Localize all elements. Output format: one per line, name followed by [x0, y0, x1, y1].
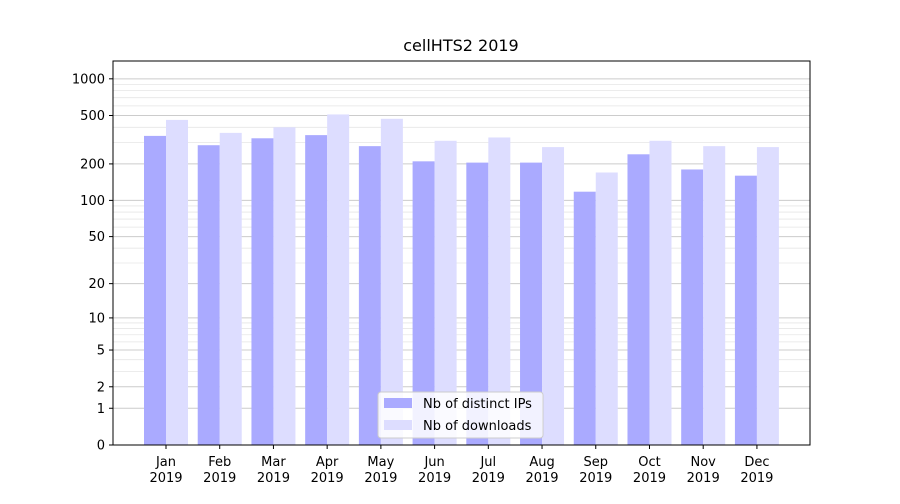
- bar: [219, 132, 242, 445]
- bar: [542, 147, 565, 445]
- legend-swatch: [384, 398, 412, 408]
- bar: [412, 161, 435, 446]
- y-tick-label: 2: [97, 380, 105, 395]
- x-tick-year: 2019: [149, 471, 182, 486]
- y-tick-label: 500: [80, 109, 105, 124]
- bar: [273, 127, 296, 446]
- bar: [144, 135, 166, 445]
- bar: [734, 175, 757, 445]
- bar: [627, 154, 650, 446]
- x-tick-month: Aug: [529, 455, 554, 470]
- x-tick-label: Jun 2019: [418, 455, 451, 486]
- bar: [380, 118, 403, 445]
- bar: [649, 140, 672, 445]
- plot-frame: [112, 60, 811, 446]
- bar: [681, 169, 704, 445]
- legend-label: Nb of distinct IPs: [423, 397, 532, 412]
- x-tick-month: Oct: [638, 455, 660, 470]
- x-tick-year: 2019: [418, 471, 451, 486]
- x-tick-month: Feb: [208, 455, 231, 470]
- bar: [197, 145, 220, 445]
- x-tick-label: Oct 2019: [633, 455, 666, 486]
- x-tick-year: 2019: [203, 471, 236, 486]
- x-tick-month: Mar: [261, 455, 286, 470]
- x-tick-year: 2019: [633, 471, 666, 486]
- bar: [358, 146, 381, 445]
- x-tick-label: Mar 2019: [257, 455, 290, 486]
- x-tick-month: Jun: [423, 455, 444, 470]
- x-tick-month: Sep: [584, 455, 609, 470]
- x-tick-year: 2019: [687, 471, 720, 486]
- x-tick-year: 2019: [472, 471, 505, 486]
- x-tick-label: Feb 2019: [203, 455, 236, 486]
- x-tick-label: Aug 2019: [525, 455, 558, 486]
- bar: [466, 162, 489, 445]
- x-tick-label: Jan 2019: [149, 455, 182, 486]
- y-axis: 0 1 2 5 10 20 50 100 200 500 1000: [72, 72, 113, 454]
- x-tick-month: Jul: [479, 455, 496, 470]
- bar: [595, 172, 618, 445]
- bars: [144, 114, 779, 446]
- bar: [251, 138, 274, 446]
- x-tick-month: May: [367, 455, 394, 470]
- x-tick-month: Nov: [691, 455, 717, 470]
- x-tick-year: 2019: [257, 471, 290, 486]
- y-tick-label: 5: [97, 344, 105, 359]
- x-tick-label: Nov 2019: [687, 455, 720, 486]
- x-tick-year: 2019: [525, 471, 558, 486]
- bar: [434, 140, 457, 445]
- x-tick-label: Jul 2019: [472, 455, 505, 486]
- y-tick-label: 1: [97, 402, 105, 417]
- bar: [488, 137, 511, 445]
- legend-swatch: [384, 420, 412, 430]
- x-tick-label: Sep 2019: [579, 455, 612, 486]
- y-tick-label: 20: [88, 277, 105, 292]
- x-tick-year: 2019: [579, 471, 612, 486]
- x-tick-label: Apr 2019: [311, 455, 344, 486]
- y-tick-label: 50: [88, 230, 105, 245]
- x-tick-label: May 2019: [364, 455, 397, 486]
- x-tick-year: 2019: [740, 471, 773, 486]
- bar: [756, 147, 779, 445]
- x-tick-month: Dec: [744, 455, 769, 470]
- x-tick-year: 2019: [364, 471, 397, 486]
- bar: [327, 114, 350, 445]
- legend: Nb of distinct IPs Nb of downloads: [377, 391, 544, 439]
- x-tick-year: 2019: [311, 471, 344, 486]
- bar: [703, 146, 726, 445]
- legend-box: [377, 391, 544, 439]
- y-tick-label: 100: [80, 194, 105, 209]
- bar: [305, 135, 328, 445]
- bar: [573, 191, 596, 445]
- y-tick-label: 1000: [72, 72, 105, 87]
- bar: [520, 162, 543, 445]
- chart-title: cellHTS2 2019: [403, 36, 518, 55]
- x-tick-month: Jan: [155, 455, 176, 470]
- x-tick-label: Dec 2019: [740, 455, 773, 486]
- bar: [166, 119, 188, 445]
- y-tick-label: 0: [97, 439, 105, 454]
- x-tick-month: Apr: [316, 455, 339, 470]
- y-tick-label: 10: [88, 311, 105, 326]
- y-tick-label: 200: [80, 157, 105, 172]
- legend-label: Nb of downloads: [423, 419, 532, 434]
